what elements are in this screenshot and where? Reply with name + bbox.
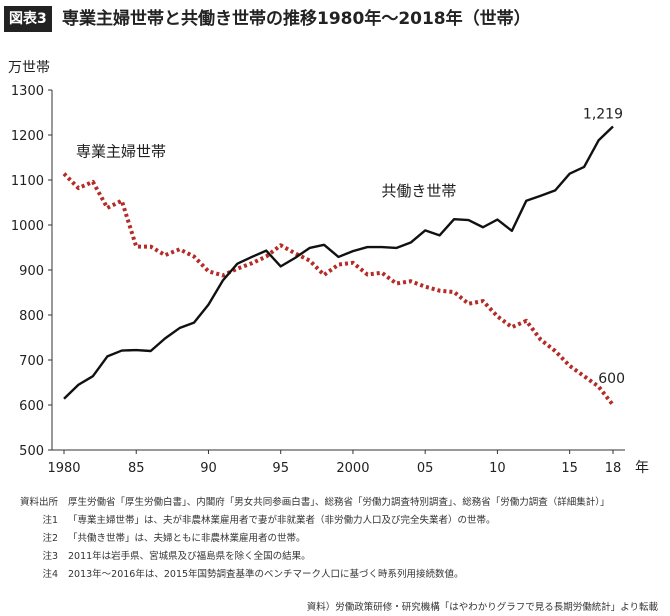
chart-title: 専業主婦世帯と共働き世帯の推移1980年〜2018年（世帯）	[62, 9, 531, 29]
y-tick-label: 900	[19, 264, 44, 279]
source-credit: 資料）労働政策研修・研究機構「はやわかりグラフで見る長期労働統計」より転載	[306, 602, 658, 613]
note-4: 注4 2013年〜2016年は、2015年国勢調査基準のベンチマーク人口に基づく…	[8, 566, 648, 584]
notes: 資料出所 厚生労働省「厚生労働白書」、内閣府「男女共同参画白書」、総務省「労働力…	[8, 494, 648, 584]
note-label: 資料出所	[19, 497, 58, 508]
line-chart: 500 600 700 800 900 1000 1100 1200 1300 1980 85 90 9…	[8, 60, 649, 476]
x-axis-label: 年	[635, 460, 649, 476]
note-label: 注3	[42, 551, 58, 562]
series-label-housewife: 専業主婦世帯	[76, 143, 166, 161]
figure-badge: 図表3	[4, 6, 52, 32]
y-tick-label: 1300	[11, 84, 44, 99]
series-line-housewife	[62, 172, 615, 407]
x-tick-label: 05	[417, 461, 434, 476]
title-row: 図表3 専業主婦世帯と共働き世帯の推移1980年〜2018年（世帯）	[0, 0, 670, 38]
x-tick-label: 90	[200, 461, 217, 476]
note-text: 2011年は岩手県、宮城県及び福島県を除く全国の結果。	[68, 551, 311, 562]
note-3: 注3 2011年は岩手県、宮城県及び福島県を除く全国の結果。	[8, 548, 648, 566]
y-tick-label: 1100	[11, 174, 44, 189]
x-tick-label: 10	[489, 461, 506, 476]
note-text: 厚生労働省「厚生労働白書」、内閣府「男女共同参画白書」、総務省「労働力調査特別調…	[68, 497, 610, 508]
note-source: 資料出所 厚生労働省「厚生労働白書」、内閣府「男女共同参画白書」、総務省「労働力…	[8, 494, 648, 512]
note-label: 注1	[42, 515, 58, 526]
y-tick-label: 500	[19, 444, 44, 459]
series-label-dual: 共働き世帯	[381, 182, 456, 200]
x-tick-label: 1980	[47, 461, 80, 476]
y-tick-label: 800	[19, 309, 44, 324]
note-2: 注2 「共働き世帯」は、夫婦ともに非農林業雇用者の世帯。	[8, 530, 648, 548]
x-tick-label: 18	[605, 461, 622, 476]
note-text: 「共働き世帯」は、夫婦ともに非農林業雇用者の世帯。	[68, 533, 306, 544]
series-line-dual	[63, 125, 614, 400]
y-tick-label: 600	[19, 399, 44, 414]
note-text: 「専業主婦世帯」は、夫が非農林業雇用者で妻が非就業者（非労働力人口及び完全失業者…	[68, 515, 496, 526]
y-tick-label: 1200	[11, 129, 44, 144]
y-tick-label: 1000	[11, 219, 44, 234]
note-label: 注2	[42, 533, 58, 544]
end-label-dual: 1,219	[583, 106, 623, 122]
y-axis-label: 万世帯	[8, 60, 50, 76]
note-text: 2013年〜2016年は、2015年国勢調査基準のベンチマーク人口に基づく時系列…	[68, 569, 464, 580]
note-label: 注4	[42, 569, 58, 580]
x-tick-label: 15	[561, 461, 578, 476]
x-tick-label: 85	[128, 461, 145, 476]
note-1: 注1 「専業主婦世帯」は、夫が非農林業雇用者で妻が非就業者（非労働力人口及び完全…	[8, 512, 648, 530]
x-tick-label: 95	[272, 461, 289, 476]
x-tick-label: 2000	[336, 461, 369, 476]
y-tick-label: 700	[19, 354, 44, 369]
end-label-housewife: 600	[598, 371, 625, 387]
